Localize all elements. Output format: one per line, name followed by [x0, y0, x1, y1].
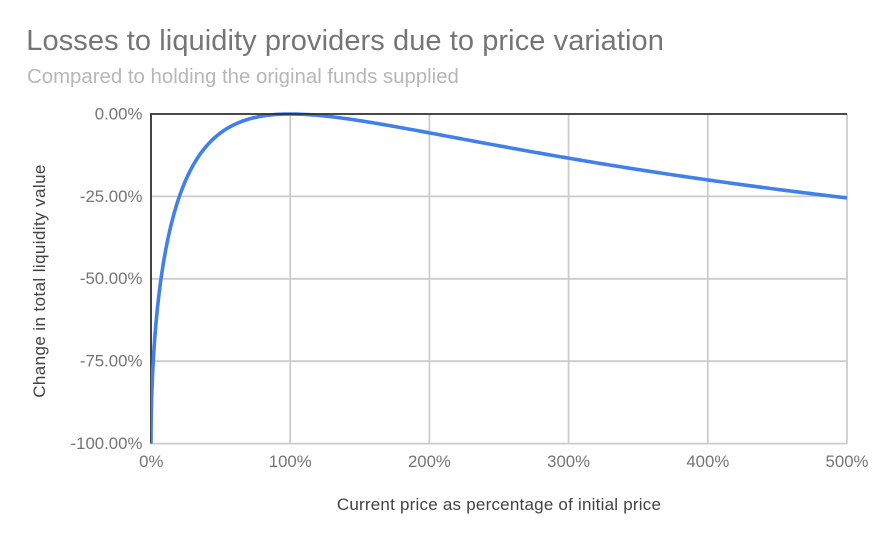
svg-text:500%: 500% — [826, 452, 869, 471]
svg-text:100%: 100% — [269, 452, 312, 471]
svg-text:-75.00%: -75.00% — [80, 352, 143, 371]
svg-text:Change in total liquidity valu: Change in total liquidity value — [30, 164, 49, 398]
svg-text:Losses to liquidity providers: Losses to liquidity providers due to pri… — [26, 25, 664, 57]
svg-text:200%: 200% — [408, 452, 451, 471]
svg-text:0%: 0% — [139, 452, 163, 471]
svg-text:300%: 300% — [547, 452, 590, 471]
svg-text:400%: 400% — [686, 452, 729, 471]
svg-text:Compared to holding the origin: Compared to holding the original funds s… — [27, 66, 459, 88]
svg-text:Current price as percentage of: Current price as percentage of initial p… — [337, 495, 661, 514]
svg-text:-100.00%: -100.00% — [71, 434, 143, 453]
svg-text:0.00%: 0.00% — [95, 104, 143, 123]
svg-text:-50.00%: -50.00% — [80, 269, 143, 288]
svg-text:-25.00%: -25.00% — [80, 187, 143, 206]
